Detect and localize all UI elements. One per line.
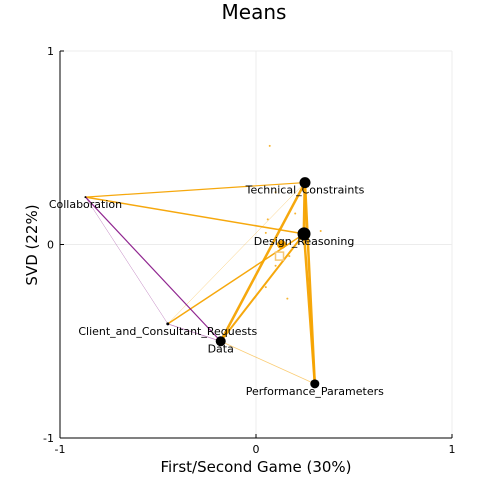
y-tick-label-0: -1 [43,432,54,445]
data-point-3 [265,232,267,234]
node-label-collaboration: Collaboration [49,198,122,211]
node-label-data: Data [208,342,234,355]
y-axis-label: SVD (22%) [23,204,41,285]
edges [85,183,314,384]
data-point-8 [320,230,322,232]
x-tick-label-2: 1 [449,443,456,456]
data-point-2 [267,218,269,220]
centroid-square-0 [276,252,284,260]
data-point-7 [286,298,288,300]
y-tick-label-2: 1 [47,45,54,58]
chart-title: Means [222,0,287,24]
x-tick-label-1: 0 [253,443,260,456]
x-axis-label: First/Second Game (30%) [160,458,351,476]
node-label-design-reasoning: Design_Reasoning [254,235,355,248]
node-label-client-and-consultant-requests: Client_and_Consultant_Requests [78,325,257,338]
edge-data-performance-parameters [221,341,315,384]
data-point-5 [275,265,277,267]
node-labels: Technical_Constraints Collaboration Design… [49,184,384,398]
data-point-9 [279,228,281,230]
node-label-technical-constraints: Technical_Constraints [245,184,365,197]
data-point-4 [288,255,290,257]
edge-data-collaboration [85,197,220,341]
data-point-6 [265,286,267,288]
edge-technical-constraints-client-and-consultant-requests [168,183,305,324]
data-point-10 [294,213,296,215]
data-point-0 [269,145,271,147]
edge-collaboration-client-and-consultant-requests [85,197,167,324]
data-points [265,145,322,300]
x-tick-label-0: -1 [55,443,66,456]
node-label-performance-parameters: Performance_Parameters [246,385,384,398]
y-tick-label-1: 0 [47,239,54,252]
